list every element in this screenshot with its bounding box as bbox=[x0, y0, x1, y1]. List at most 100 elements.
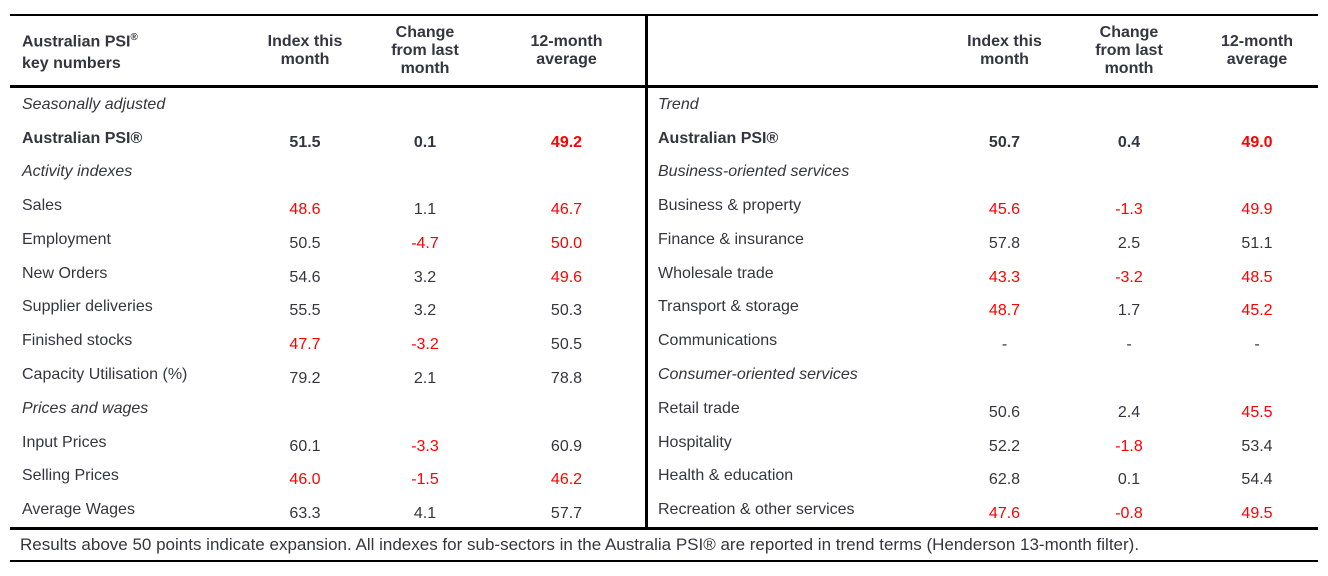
value-cell-1: 3.2 bbox=[413, 302, 437, 320]
value-cell-0: 51.5 bbox=[289, 133, 321, 151]
value-cell-1: -3.2 bbox=[411, 336, 439, 354]
value-cell-0: 45.6 bbox=[988, 201, 1021, 219]
data-row: New Orders 54.6 3.2 49.6 bbox=[10, 257, 645, 291]
row-label: Finance & insurance bbox=[658, 230, 804, 248]
value-cell-2: 53.4 bbox=[1241, 437, 1273, 455]
section-header-row: Trend bbox=[648, 88, 1318, 122]
value-cell-2: 51.1 bbox=[1241, 234, 1273, 252]
value-cell-0: 48.7 bbox=[988, 302, 1021, 320]
value-cell-2: - bbox=[1254, 336, 1260, 354]
data-row: Supplier deliveries 55.5 3.2 50.3 bbox=[10, 291, 645, 325]
value-cell-1: 2.4 bbox=[1117, 403, 1141, 421]
data-row: Capacity Utilisation (%) 79.2 2.1 78.8 bbox=[10, 358, 645, 392]
col-header-index-this-month: Index this month bbox=[967, 32, 1042, 68]
col-header-change-from-last-month: Change from last month bbox=[1095, 23, 1163, 77]
row-label: Health & education bbox=[658, 467, 794, 485]
row-label: New Orders bbox=[22, 264, 108, 282]
seasonally-adjusted-panel: Australian PSI® key numbers Index this m… bbox=[10, 16, 645, 527]
value-cell-0: 43.3 bbox=[988, 268, 1021, 286]
title-line-1: Australian PSI bbox=[22, 33, 131, 51]
data-row: Input Prices 60.1 -3.3 60.9 bbox=[10, 426, 645, 460]
section-header-row: Business-oriented services bbox=[648, 156, 1318, 190]
value-cell-0: 48.6 bbox=[289, 201, 321, 219]
col-header-12-month-average: 12-month average bbox=[530, 32, 603, 68]
data-row: Communications - - - bbox=[648, 324, 1318, 358]
value-cell-1: -4.7 bbox=[411, 234, 439, 252]
title-line-2: key numbers bbox=[22, 54, 121, 72]
value-cell-0: 57.8 bbox=[988, 234, 1021, 252]
table-panels: Australian PSI® key numbers Index this m… bbox=[10, 14, 1318, 527]
value-cell-0: 50.5 bbox=[289, 234, 321, 252]
data-row: Wholesale trade 43.3 -3.2 48.5 bbox=[648, 257, 1318, 291]
row-label: Australian PSI® bbox=[22, 129, 143, 147]
row-label: Input Prices bbox=[22, 433, 107, 451]
data-row: Recreation & other services 47.6 -0.8 49.5 bbox=[648, 493, 1318, 527]
row-label: Supplier deliveries bbox=[22, 298, 153, 316]
row-label: Communications bbox=[658, 332, 778, 350]
value-cell-2: 46.2 bbox=[550, 471, 583, 489]
value-cell-1: 1.1 bbox=[413, 201, 437, 219]
value-cell-2: 45.2 bbox=[1241, 302, 1273, 320]
data-row: Australian PSI® 50.7 0.4 49.0 bbox=[648, 122, 1318, 156]
data-row: Sales 48.6 1.1 46.7 bbox=[10, 189, 645, 223]
row-label: Prices and wages bbox=[22, 399, 149, 417]
row-label: Average Wages bbox=[22, 501, 135, 519]
value-cell-2: 50.3 bbox=[550, 302, 583, 320]
value-cell-2: 49.0 bbox=[1241, 133, 1273, 151]
value-cell-2: 60.9 bbox=[550, 437, 583, 455]
value-cell-1: -1.3 bbox=[1115, 201, 1143, 219]
data-row: Transport & storage 48.7 1.7 45.2 bbox=[648, 291, 1318, 325]
table-footnote: Results above 50 points indicate expansi… bbox=[10, 526, 1318, 562]
value-cell-2: 49.6 bbox=[550, 268, 583, 286]
value-cell-1: 0.4 bbox=[1117, 133, 1141, 151]
trend-panel: Index this month Change from last month … bbox=[648, 16, 1318, 527]
value-cell-0: 52.2 bbox=[988, 437, 1021, 455]
value-cell-0: 54.6 bbox=[289, 268, 321, 286]
footnote-text: Results above 50 points indicate expansi… bbox=[20, 534, 1140, 554]
row-label: Seasonally adjusted bbox=[22, 95, 166, 113]
data-row: Retail trade 50.6 2.4 45.5 bbox=[648, 392, 1318, 426]
data-row: Finance & insurance 57.8 2.5 51.1 bbox=[648, 223, 1318, 257]
row-label: Business-oriented services bbox=[658, 163, 850, 181]
value-cell-0: 60.1 bbox=[289, 437, 321, 455]
left-table-title: Australian PSI® key numbers bbox=[10, 27, 248, 73]
value-cell-1: 4.1 bbox=[413, 505, 437, 523]
value-cell-1: 0.1 bbox=[413, 133, 437, 151]
left-panel-header: Australian PSI® key numbers Index this m… bbox=[10, 16, 645, 88]
value-cell-2: 50.0 bbox=[550, 234, 583, 252]
row-label: Sales bbox=[22, 197, 63, 215]
section-header-row: Activity indexes bbox=[10, 156, 645, 190]
col-header-index-this-month: Index this month bbox=[267, 32, 343, 68]
value-cell-1: 1.7 bbox=[1117, 302, 1141, 320]
section-header-row: Consumer-oriented services bbox=[648, 358, 1318, 392]
value-cell-1: 2.1 bbox=[413, 370, 437, 387]
data-row: Health & education 62.8 0.1 54.4 bbox=[648, 459, 1318, 493]
psi-summary-table: Australian PSI® key numbers Index this m… bbox=[10, 14, 1318, 562]
row-label: Transport & storage bbox=[658, 298, 799, 316]
value-cell-2: 54.4 bbox=[1241, 471, 1273, 489]
row-label: Trend bbox=[658, 95, 699, 113]
row-label: Retail trade bbox=[658, 399, 740, 417]
data-row: Average Wages 63.3 4.1 57.7 bbox=[10, 493, 645, 527]
value-cell-2: 48.5 bbox=[1241, 268, 1273, 286]
registered-trademark-sup: ® bbox=[130, 32, 138, 44]
data-row: Australian PSI® 51.5 0.1 49.2 bbox=[10, 122, 645, 156]
value-cell-0: 47.6 bbox=[988, 505, 1021, 523]
value-cell-1: -3.2 bbox=[1115, 268, 1143, 286]
col-header-change-from-last-month: Change from last month bbox=[391, 23, 459, 77]
value-cell-1: 0.1 bbox=[1117, 471, 1141, 489]
value-cell-1: 3.2 bbox=[413, 268, 437, 286]
value-cell-1: 2.5 bbox=[1117, 234, 1141, 252]
value-cell-2: 49.9 bbox=[1241, 201, 1273, 219]
value-cell-0: 46.0 bbox=[289, 471, 321, 489]
row-label: Finished stocks bbox=[22, 332, 133, 350]
section-header-row: Seasonally adjusted bbox=[10, 88, 645, 122]
row-label: Employment bbox=[22, 230, 111, 248]
value-cell-0: 62.8 bbox=[988, 471, 1021, 489]
value-cell-2: 57.7 bbox=[550, 505, 583, 523]
section-header-row: Prices and wages bbox=[10, 392, 645, 426]
row-label: Australian PSI® bbox=[658, 129, 779, 147]
row-label: Hospitality bbox=[658, 433, 732, 451]
row-label: Selling Prices bbox=[22, 467, 119, 485]
